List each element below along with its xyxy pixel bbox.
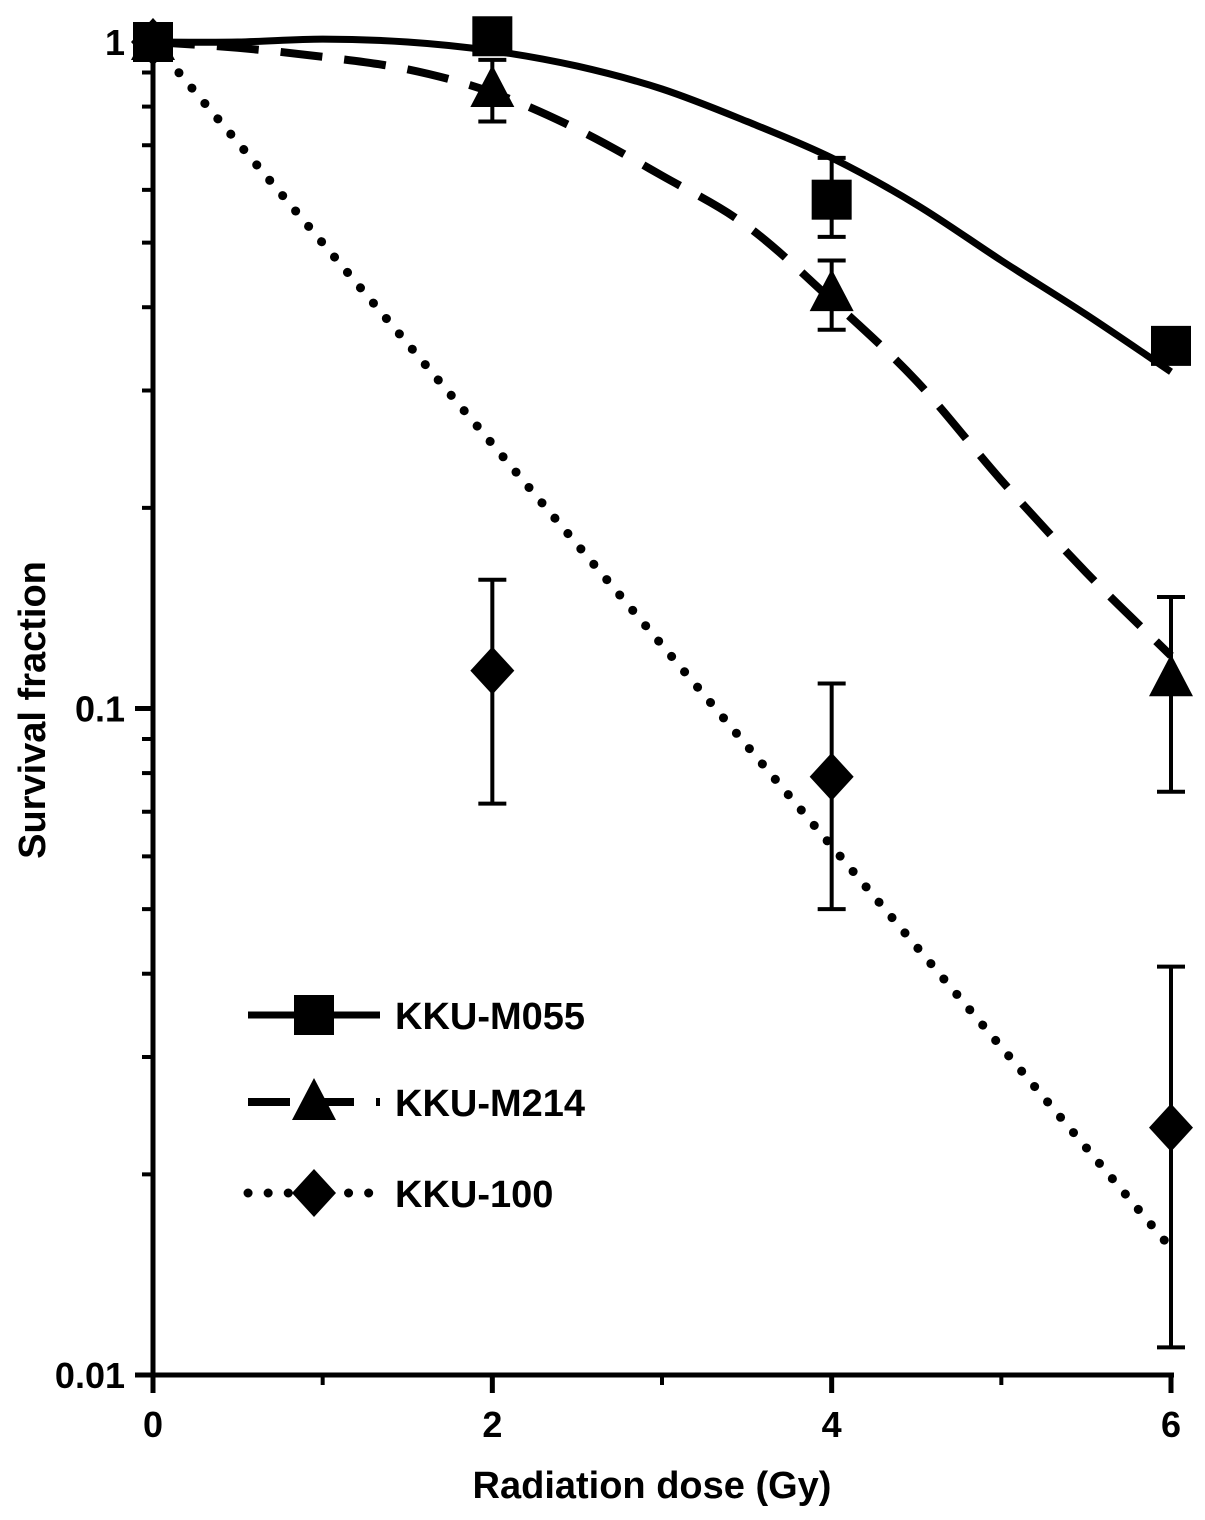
data-markers (131, 16, 1193, 1152)
axes (135, 22, 1174, 1393)
fit-curve-kku-m055 (152, 35, 1173, 375)
legend-marker-kku-m214 (292, 1078, 336, 1120)
legend-marker-kku-m055 (294, 995, 334, 1035)
point-kku-m055 (1151, 325, 1191, 366)
x-tick-label: 0 (143, 1404, 163, 1445)
point-kku-m214 (470, 65, 515, 108)
legend-label-kku-m055: KKU-M055 (395, 996, 585, 1038)
error-bars (139, 31, 1185, 1350)
point-kku-m055 (472, 16, 513, 57)
fit-curve-kku-m214 (152, 38, 1174, 659)
point-kku-m214 (1149, 654, 1193, 697)
point-kku-100 (131, 18, 175, 66)
y-tick-label: 1 (105, 22, 125, 63)
y-tick-label: 0.01 (55, 1355, 125, 1396)
point-kku-m055 (811, 179, 852, 220)
legend-label-kku-100: KKU-100 (395, 1174, 553, 1216)
legend-marker-kku-100 (292, 1169, 336, 1217)
y-axis-title: Survival fraction (12, 561, 54, 859)
x-axis-title: Radiation dose (Gy) (473, 1465, 832, 1507)
point-kku-m214 (809, 269, 854, 312)
x-tick-label: 2 (482, 1404, 502, 1445)
legend-label-kku-m214: KKU-M214 (395, 1083, 585, 1125)
fit-curve-kku-100 (148, 37, 1176, 1253)
x-tick-label: 4 (822, 1404, 842, 1445)
fit-curves (148, 35, 1176, 1253)
point-kku-100 (1149, 1103, 1193, 1152)
x-tick-label: 6 (1161, 1404, 1181, 1445)
y-tick-label: 0.1 (75, 689, 125, 730)
point-kku-100 (470, 646, 515, 695)
legend: KKU-M055 KKU-M214 KKU-100 (243, 995, 585, 1217)
point-kku-100 (809, 752, 854, 801)
tick-labels: 0.01 0.1 1 0 2 4 6 (55, 22, 1181, 1445)
